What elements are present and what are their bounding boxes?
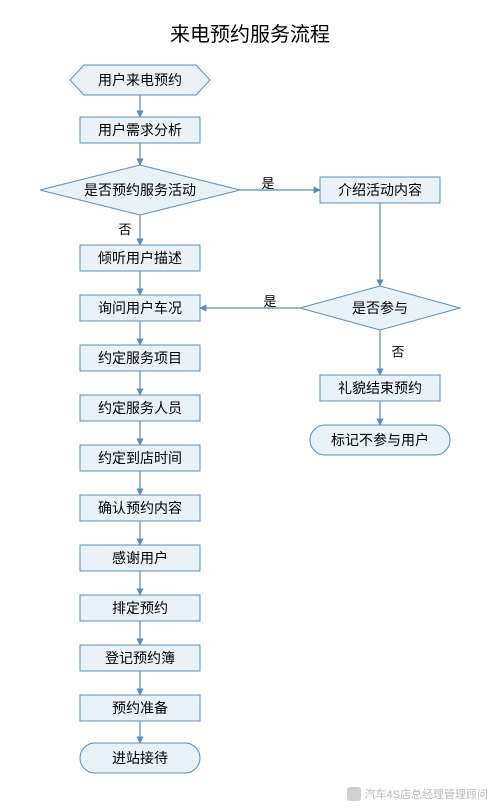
node-book: 登记预约簿 [80,645,200,671]
node-d1: 是否预约服务活动 [40,165,240,215]
node-svc: 约定服务项目 [80,345,200,371]
node-label: 进站接待 [112,750,168,766]
node-time: 约定到店时间 [80,445,200,471]
node-label: 礼貌结束预约 [338,380,422,396]
edge-label: 是 [263,294,276,309]
node-label: 约定服务人员 [98,400,182,416]
node-prep: 预约准备 [80,695,200,721]
node-intro: 介绍活动内容 [320,177,440,203]
node-label: 用户需求分析 [98,122,182,138]
node-d2: 是否参与 [300,286,460,330]
edge-label: 否 [391,345,404,360]
node-label: 排定预约 [112,600,168,616]
node-end2: 礼貌结束预约 [320,375,440,401]
edge-label: 否 [118,222,131,237]
nodes-layer: 用户来电预约用户需求分析是否预约服务活动介绍活动内容倾听用户描述询问用户车况是否… [40,65,460,773]
node-label: 感谢用户 [112,550,168,566]
node-label: 登记预约簿 [105,650,175,666]
node-label: 约定到店时间 [98,450,182,466]
node-start: 用户来电预约 [70,65,210,95]
edge-label: 是 [261,176,274,191]
flowchart-canvas: 是否是否用户来电预约用户需求分析是否预约服务活动介绍活动内容倾听用户描述询问用户… [0,0,500,808]
node-final: 进站接待 [80,743,200,773]
node-sched: 排定预约 [80,595,200,621]
node-label: 确认预约内容 [98,500,182,516]
watermark-icon [347,787,361,801]
node-listen: 倾听用户描述 [80,245,200,271]
node-confirm: 确认预约内容 [80,495,200,521]
node-thanks: 感谢用户 [80,545,200,571]
node-label: 是否参与 [352,300,408,316]
watermark-text: 汽车4S店总经理管理顾问 [365,786,488,802]
node-label: 用户来电预约 [98,72,182,88]
node-need: 用户需求分析 [80,117,200,143]
node-ask: 询问用户车况 [80,295,200,321]
node-label: 约定服务项目 [98,350,182,366]
node-mark: 标记不参与用户 [310,425,450,455]
node-staff: 约定服务人员 [80,395,200,421]
watermark: 汽车4S店总经理管理顾问 [347,786,488,802]
node-label: 预约准备 [112,700,168,716]
node-label: 标记不参与用户 [331,432,429,448]
node-label: 是否预约服务活动 [84,182,196,198]
node-label: 询问用户车况 [98,300,182,316]
node-label: 倾听用户描述 [98,250,182,266]
node-label: 介绍活动内容 [338,182,422,198]
